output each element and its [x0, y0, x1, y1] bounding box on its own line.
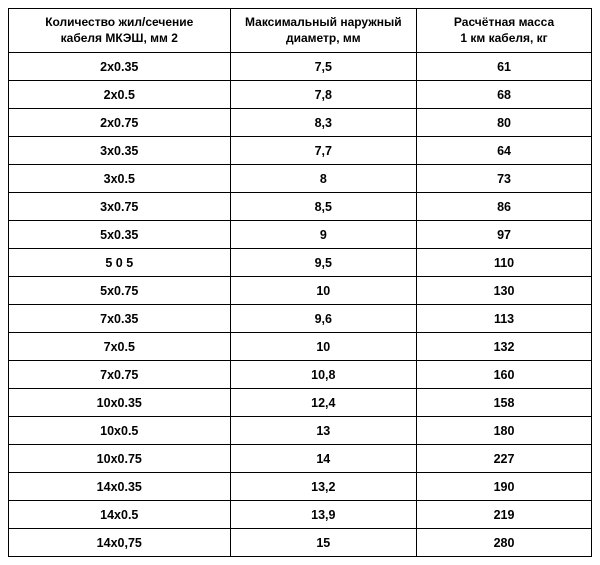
- table-cell: 10х0.5: [9, 417, 231, 445]
- table-cell: 5х0.35: [9, 221, 231, 249]
- table-cell: 3х0.5: [9, 165, 231, 193]
- table-row: 3х0.357,764: [9, 137, 592, 165]
- table-row: 7х0.510132: [9, 333, 592, 361]
- table-cell: 13,2: [230, 473, 417, 501]
- table-cell: 61: [417, 53, 592, 81]
- table-body: 2х0.357,5612х0.57,8682х0.758,3803х0.357,…: [9, 53, 592, 557]
- table-row: 10х0.3512,4158: [9, 389, 592, 417]
- table-cell: 227: [417, 445, 592, 473]
- table-cell: 14х0.5: [9, 501, 231, 529]
- table-cell: 219: [417, 501, 592, 529]
- table-row: 5х0.7510130: [9, 277, 592, 305]
- table-cell: 9: [230, 221, 417, 249]
- table-cell: 180: [417, 417, 592, 445]
- table-row: 14х0,7515280: [9, 529, 592, 557]
- table-cell: 2х0.75: [9, 109, 231, 137]
- table-cell: 14: [230, 445, 417, 473]
- table-cell: 13,9: [230, 501, 417, 529]
- table-cell: 10,8: [230, 361, 417, 389]
- table-cell: 132: [417, 333, 592, 361]
- column-header-mass: Расчётная масса1 км кабеля, кг: [417, 9, 592, 53]
- table-cell: 10: [230, 277, 417, 305]
- table-cell: 80: [417, 109, 592, 137]
- table-row: 7х0.7510,8160: [9, 361, 592, 389]
- table-cell: 280: [417, 529, 592, 557]
- table-cell: 5х0.75: [9, 277, 231, 305]
- table-row: 5х0.35997: [9, 221, 592, 249]
- table-cell: 10х0.35: [9, 389, 231, 417]
- table-cell: 7х0.75: [9, 361, 231, 389]
- table-row: 2х0.357,561: [9, 53, 592, 81]
- table-cell: 5 0 5: [9, 249, 231, 277]
- table-cell: 86: [417, 193, 592, 221]
- table-cell: 160: [417, 361, 592, 389]
- table-row: 14х0.513,9219: [9, 501, 592, 529]
- table-cell: 158: [417, 389, 592, 417]
- table-cell: 7,8: [230, 81, 417, 109]
- table-cell: 10: [230, 333, 417, 361]
- table-cell: 9,5: [230, 249, 417, 277]
- table-cell: 3х0.75: [9, 193, 231, 221]
- table-cell: 130: [417, 277, 592, 305]
- table-row: 3х0.5873: [9, 165, 592, 193]
- table-cell: 9,6: [230, 305, 417, 333]
- table-cell: 73: [417, 165, 592, 193]
- table-header-row: Количество жил/сечениекабеля МКЭШ, мм 2 …: [9, 9, 592, 53]
- table-cell: 3х0.35: [9, 137, 231, 165]
- table-cell: 8: [230, 165, 417, 193]
- table-cell: 68: [417, 81, 592, 109]
- column-header-size: Количество жил/сечениекабеля МКЭШ, мм 2: [9, 9, 231, 53]
- table-cell: 12,4: [230, 389, 417, 417]
- table-cell: 15: [230, 529, 417, 557]
- table-cell: 190: [417, 473, 592, 501]
- table-row: 14х0.3513,2190: [9, 473, 592, 501]
- table-cell: 7х0.35: [9, 305, 231, 333]
- table-cell: 64: [417, 137, 592, 165]
- table-row: 2х0.57,868: [9, 81, 592, 109]
- table-cell: 14х0,75: [9, 529, 231, 557]
- table-cell: 8,5: [230, 193, 417, 221]
- column-header-diameter: Максимальный наружныйдиаметр, мм: [230, 9, 417, 53]
- table-row: 10х0.513180: [9, 417, 592, 445]
- table-cell: 7,7: [230, 137, 417, 165]
- table-cell: 2х0.35: [9, 53, 231, 81]
- table-row: 2х0.758,380: [9, 109, 592, 137]
- table-cell: 8,3: [230, 109, 417, 137]
- table-row: 5 0 59,5110: [9, 249, 592, 277]
- table-row: 10х0.7514227: [9, 445, 592, 473]
- table-cell: 113: [417, 305, 592, 333]
- table-cell: 7х0.5: [9, 333, 231, 361]
- table-cell: 110: [417, 249, 592, 277]
- table-row: 3х0.758,586: [9, 193, 592, 221]
- table-cell: 7,5: [230, 53, 417, 81]
- table-cell: 2х0.5: [9, 81, 231, 109]
- table-cell: 13: [230, 417, 417, 445]
- cable-spec-table: Количество жил/сечениекабеля МКЭШ, мм 2 …: [8, 8, 592, 557]
- table-row: 7х0.359,6113: [9, 305, 592, 333]
- table-cell: 97: [417, 221, 592, 249]
- table-cell: 14х0.35: [9, 473, 231, 501]
- table-cell: 10х0.75: [9, 445, 231, 473]
